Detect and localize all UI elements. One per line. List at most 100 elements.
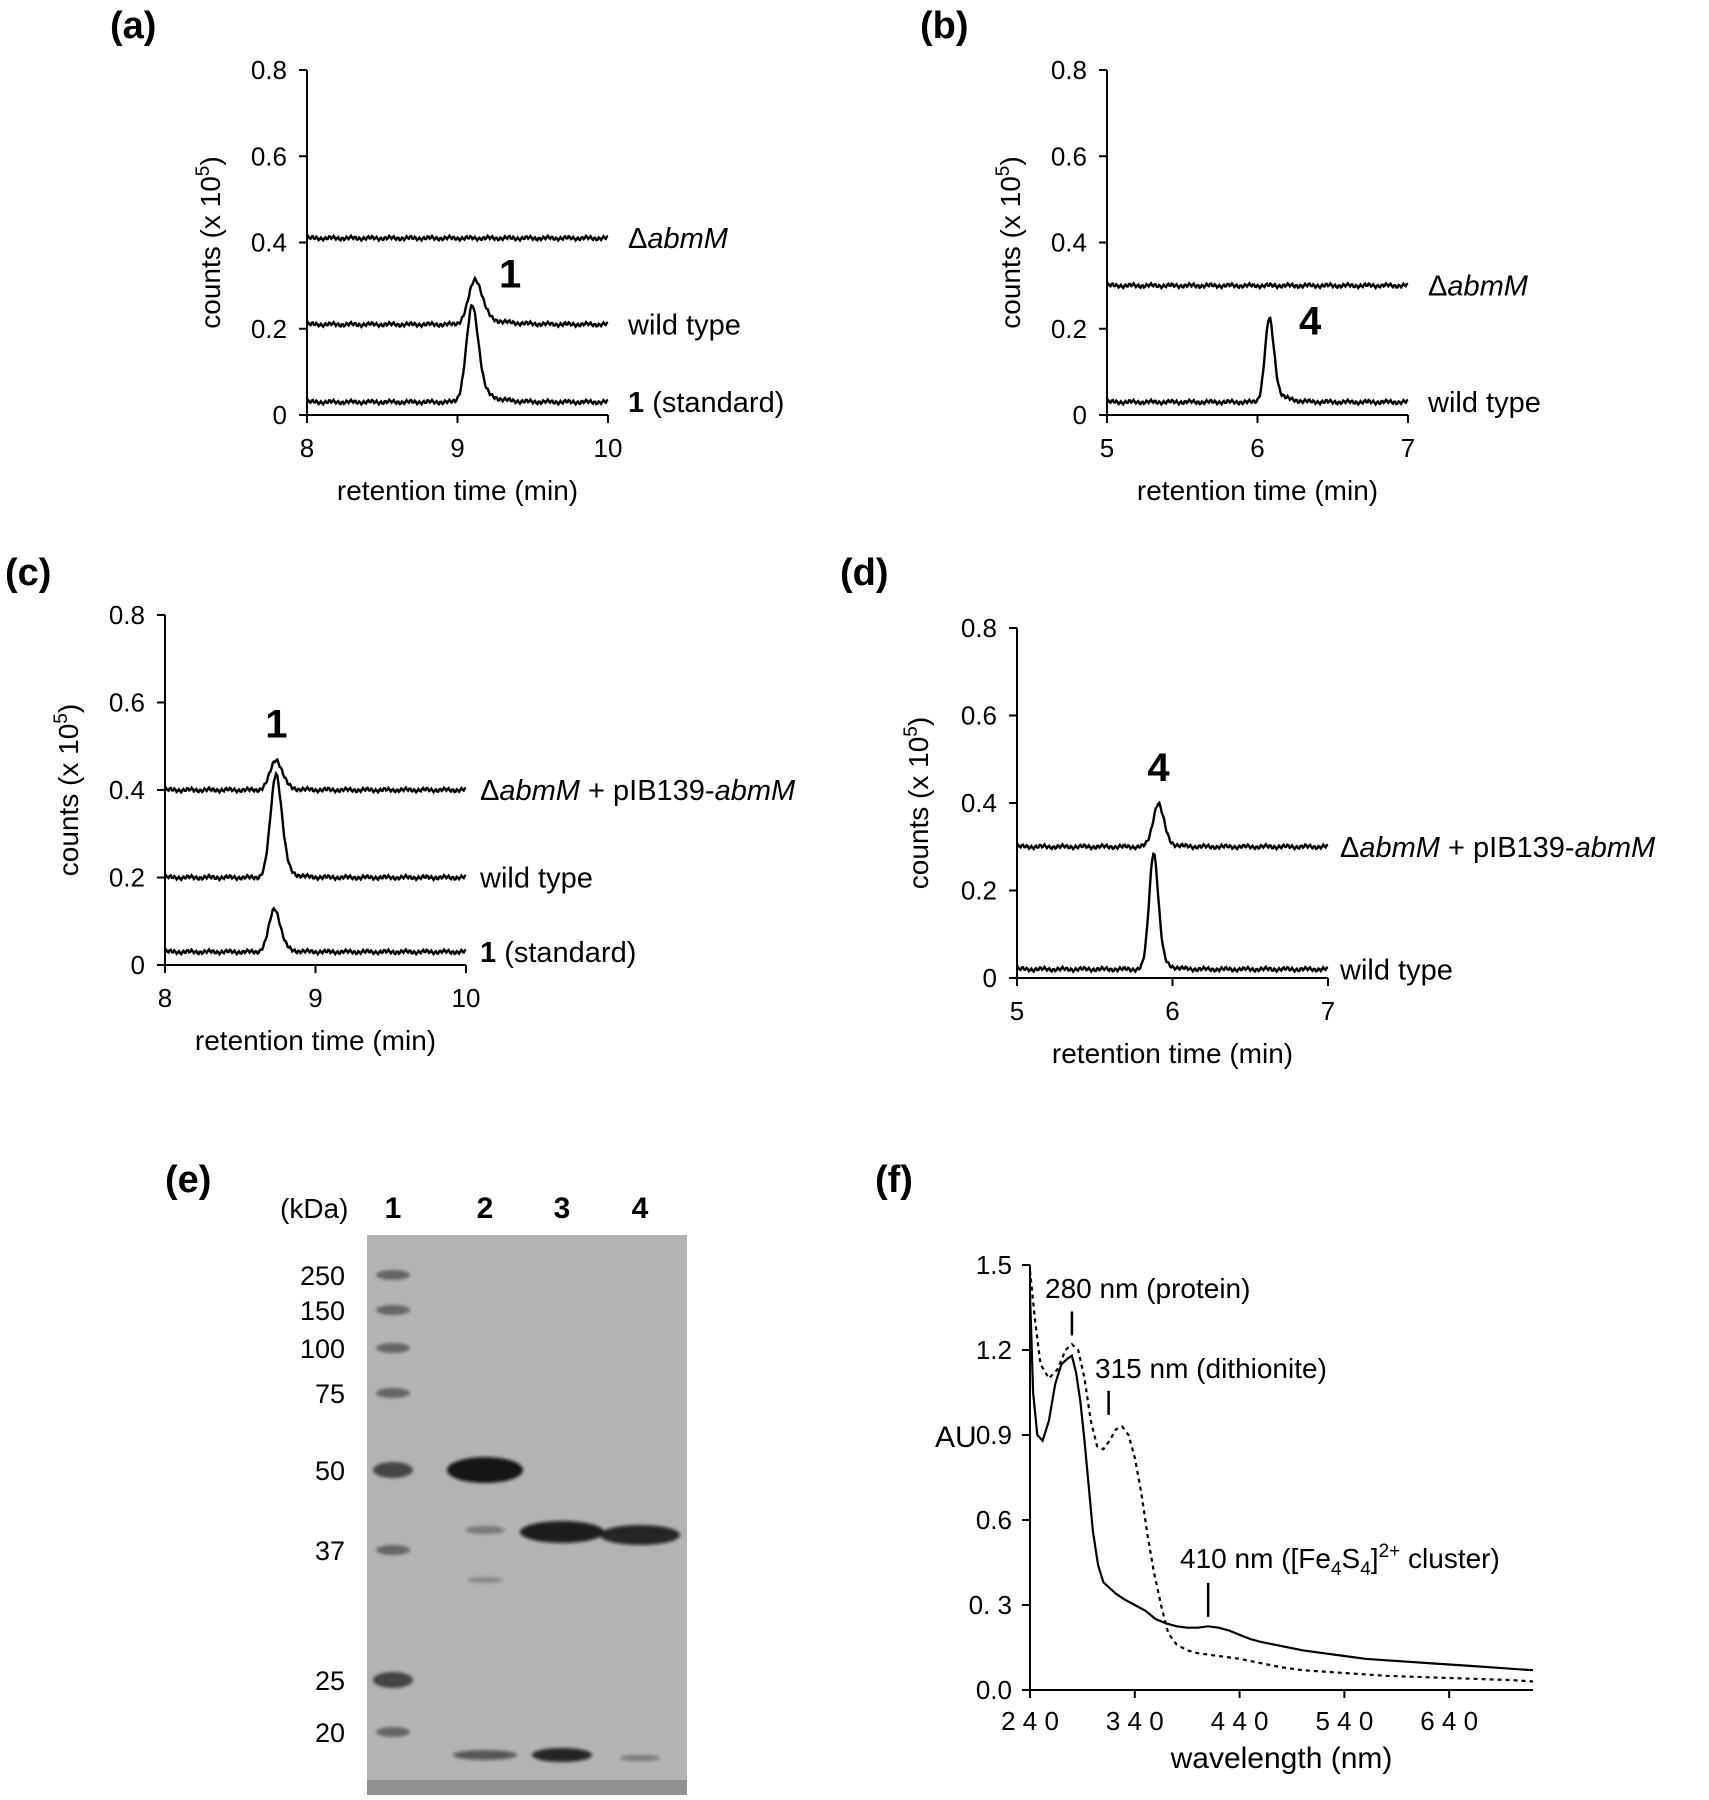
y-tick-label: 0 (1073, 400, 1087, 430)
label-part: abmM (499, 775, 580, 807)
ladder-band (376, 1270, 410, 1280)
label-part: ) (195, 156, 226, 165)
label-part: ] (1371, 1543, 1379, 1574)
x-tick-label: 2 4 0 (1001, 1706, 1059, 1736)
series-line (1015, 800, 1329, 852)
y-tick-label: 0.6 (961, 701, 997, 731)
annotation-label: 315 nm (dithionite) (1095, 1353, 1327, 1384)
y-tick-label: 0.8 (251, 55, 287, 85)
y-tick-label: 1.2 (976, 1335, 1012, 1365)
panel-label: (f) (875, 1159, 913, 1201)
x-axis-label: retention time (min) (337, 475, 578, 506)
lane-label: 3 (554, 1192, 571, 1225)
ladder-labels: 250 150 100 75 50 37 25 20 (300, 1261, 345, 1748)
label-part: 1 (480, 937, 496, 969)
y-tick-label: 0.0 (976, 1675, 1012, 1705)
x-tick-label: 9 (450, 433, 464, 463)
x-axis-label: retention time (min) (1137, 475, 1378, 506)
protein-band (532, 1748, 592, 1762)
peak-label: 4 (1299, 299, 1322, 343)
x-tick-label: 4 4 0 (1211, 1706, 1269, 1736)
y-axis-label: AU (935, 1421, 977, 1454)
protein-band (467, 1577, 503, 1583)
y-tick-label: 0.6 (976, 1505, 1012, 1535)
series-label: ΔabmM (1428, 271, 1529, 303)
ladder-band (376, 1727, 410, 1737)
series-line (163, 906, 467, 957)
ladder-mass-label: 150 (300, 1296, 345, 1326)
protein-band (447, 1457, 523, 1483)
label-part: abmM (715, 775, 796, 807)
plot-area: 0 0.2 0.4 0.6 0.8 8 9 10 retention time (min) cou… (193, 55, 784, 506)
lane-labels: 1 2 3 4 (385, 1192, 649, 1225)
x-tick-label: 7 (1321, 996, 1335, 1026)
peak-label: 1 (265, 702, 287, 746)
label-part: 5 (51, 713, 72, 724)
x-axis-label: retention time (min) (195, 1025, 436, 1056)
protein-band (520, 1521, 604, 1543)
label-part: abmM (647, 223, 728, 255)
label-part: ) (995, 156, 1026, 165)
panel-label: (b) (920, 5, 969, 47)
ladder-band (376, 1343, 410, 1353)
label-part: 2+ (1379, 1541, 1401, 1562)
label-part: (standard) (644, 387, 784, 419)
panel-label: (d) (840, 552, 889, 594)
protein-band (453, 1750, 517, 1760)
label-part: wild type (1427, 387, 1541, 419)
y-tick-label: 0.4 (109, 775, 145, 805)
y-tick-label: 0.8 (961, 613, 997, 643)
chart-panel-b: (b) 0 0.2 0.4 0.6 0.8 5 6 7 retention time (min)… (920, 5, 1541, 506)
ladder-mass-label: 50 (315, 1456, 345, 1486)
x-tick-label: 8 (300, 433, 314, 463)
x-tick-label: 5 (1010, 996, 1024, 1026)
y-tick-label: 0.4 (961, 788, 997, 818)
label-part: 5 (193, 166, 214, 177)
series-line (1106, 316, 1409, 407)
lane-label: 4 (632, 1192, 649, 1225)
label-part: counts (x 10 (195, 176, 226, 329)
label-part: ) (53, 704, 84, 713)
x-tick-label: 6 (1250, 433, 1264, 463)
label-part: 5 (901, 726, 922, 737)
series-line (306, 303, 609, 407)
x-tick-label: 8 (158, 983, 172, 1013)
x-tick-label: 6 4 0 (1420, 1706, 1478, 1736)
dithionite-spectrum-line (1028, 1270, 1534, 1683)
y-tick-label: 0.8 (1051, 55, 1087, 85)
label-part: Δ (1428, 271, 1447, 303)
y-tick-label: 0.4 (251, 228, 287, 258)
y-tick-label: 0.4 (1051, 228, 1087, 258)
label-part: Δ (1340, 832, 1359, 864)
series-label: wild type (479, 863, 593, 895)
y-axis-label: counts (x 105) (51, 704, 84, 876)
protein-spectrum-line (1028, 1293, 1534, 1672)
annotation-label: 280 nm (protein) (1045, 1273, 1250, 1304)
series-label: ΔabmM (628, 223, 729, 255)
series-line (306, 275, 609, 329)
label-part: counts (x 10 (995, 176, 1026, 329)
series-label: ΔabmM + pIB139-abmM (1340, 832, 1656, 864)
peak-label: 4 (1147, 746, 1170, 790)
y-tick-label: 0 (983, 963, 997, 993)
label-part: 1 (628, 387, 644, 419)
series-label: 1 (standard) (480, 937, 636, 969)
chart-panel-a: (a) 0 0.2 0.4 0.6 0.8 8 9 10 retention time (min… (110, 5, 784, 506)
y-tick-label: 0.2 (1051, 314, 1087, 344)
label-part: S (1342, 1543, 1361, 1574)
y-tick-label: 0.9 (976, 1420, 1012, 1450)
gel-panel-e: (e) (kDa) 1 2 3 4 250 150 100 75 50 37 25 20 (165, 1159, 687, 1795)
ladder-mass-label: 37 (315, 1536, 345, 1566)
label-part: + pIB139- (580, 775, 715, 807)
label-part: 4 (1331, 1559, 1342, 1580)
protein-band (600, 1525, 680, 1545)
panel-label: (a) (110, 5, 156, 47)
panel-label: (e) (165, 1159, 211, 1201)
plot-area: 0.0 0. 3 0.6 0.9 1.2 1.5 2 4 0 3 4 0 4 4 0 5 4 0 6… (935, 1250, 1534, 1775)
y-axis-label: counts (x 105) (993, 156, 1026, 328)
panel-label: (c) (5, 552, 51, 594)
ladder-band (376, 1388, 410, 1398)
x-tick-label: 3 4 0 (1106, 1706, 1164, 1736)
label-part: 4 (1360, 1559, 1371, 1580)
x-tick-label: 9 (308, 983, 322, 1013)
